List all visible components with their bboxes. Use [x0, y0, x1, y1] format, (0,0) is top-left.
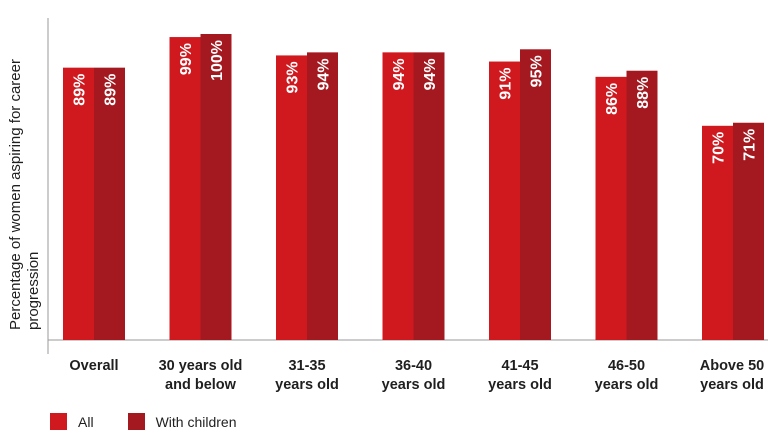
data-label: 71% [742, 129, 759, 161]
legend-swatch-with-children [127, 413, 145, 430]
bar-with-children [733, 122, 764, 341]
data-label: 95% [529, 55, 546, 87]
data-label: 94% [391, 58, 408, 90]
bar-with-children [200, 34, 232, 340]
chart-category-labels: Overall 30 years old and below 31-35 years o… [69, 358, 764, 393]
legend-item-all: All [50, 413, 94, 430]
legend-swatch-all [50, 413, 67, 430]
y-axis-label-line: progression [25, 252, 42, 330]
data-label: 89% [72, 74, 89, 106]
data-label: 88% [635, 77, 652, 109]
chart-bars [63, 34, 764, 341]
x-tick-label: years old [595, 377, 659, 393]
data-label: 93% [285, 61, 302, 93]
data-label: 86% [604, 83, 621, 115]
bar-all [169, 37, 201, 341]
data-label: 91% [498, 68, 515, 100]
bar-with-children [307, 52, 338, 341]
bar-with-children [413, 52, 445, 341]
data-label: 94% [422, 58, 439, 90]
x-tick-label: years old [700, 377, 764, 393]
bar-with-children [94, 67, 125, 340]
legend: All With children [50, 413, 270, 430]
bar-with-children [626, 70, 658, 340]
data-label: 100% [209, 40, 226, 81]
x-tick-label: years old [275, 377, 339, 393]
x-tick-label: and below [165, 377, 237, 393]
legend-item-with-children: With children [127, 413, 237, 430]
bar-all [702, 125, 733, 340]
x-tick-label: 31-35 [288, 358, 325, 374]
legend-label-all: All [78, 413, 94, 430]
bar-all [595, 76, 627, 340]
x-tick-label: Overall [69, 358, 118, 374]
x-tick-label: years old [382, 377, 446, 393]
data-label: 99% [178, 43, 195, 75]
x-tick-label: years old [488, 377, 552, 393]
bar-all [63, 67, 94, 340]
data-label: 94% [316, 58, 333, 90]
x-tick-label: 36-40 [395, 358, 432, 374]
chart-value-labels: 89% 89% 99% 100% 93% 94% 94% 94% 91% 95% 86% 88% 70%… [72, 40, 759, 164]
y-axis-label-line: Percentage of women aspiring for career [7, 59, 24, 330]
bar-all [382, 52, 414, 341]
bar-all [276, 55, 307, 341]
x-tick-label: 30 years old [159, 358, 243, 374]
x-tick-label: 46-50 [608, 358, 645, 374]
data-label: 70% [711, 132, 728, 164]
bar-with-children [520, 49, 551, 341]
legend-label-with-children: With children [155, 413, 237, 430]
data-label: 89% [103, 74, 120, 106]
bar-all [489, 61, 520, 340]
x-tick-label: Above 50 [700, 358, 764, 374]
y-axis-label: Percentage of women aspiring for careerp… [7, 59, 42, 330]
x-tick-label: 41-45 [501, 358, 538, 374]
